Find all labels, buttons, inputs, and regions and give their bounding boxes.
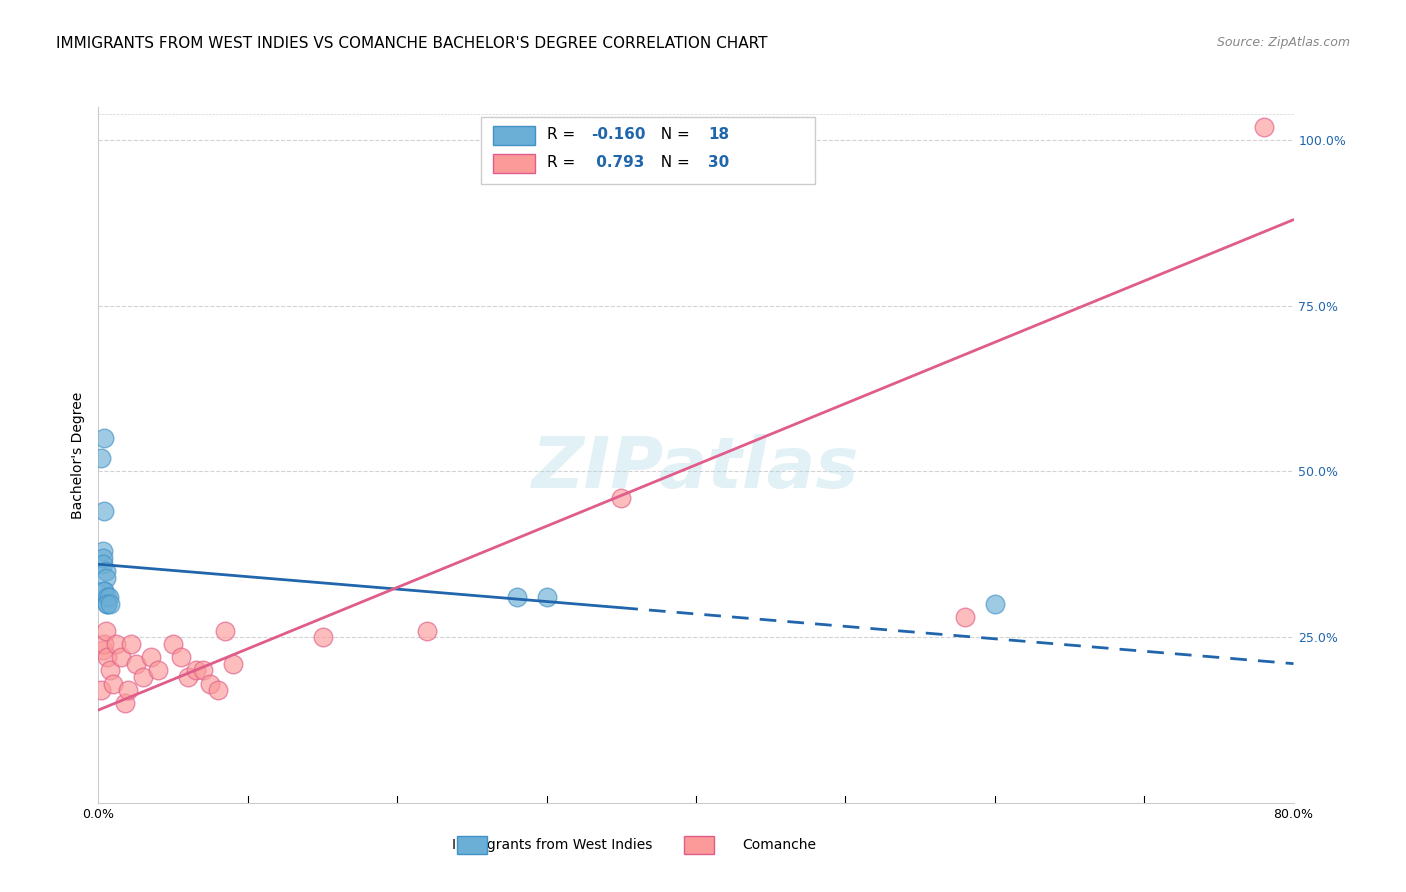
Point bbox=[214, 624, 236, 638]
Text: N =: N = bbox=[651, 155, 695, 170]
Point bbox=[93, 504, 115, 518]
Text: Comanche: Comanche bbox=[742, 838, 817, 852]
Point bbox=[416, 624, 439, 638]
Point bbox=[536, 591, 558, 605]
Point bbox=[103, 676, 125, 690]
Point bbox=[96, 597, 118, 611]
Point bbox=[184, 663, 207, 677]
Point bbox=[91, 550, 114, 565]
Point bbox=[125, 657, 148, 671]
Point bbox=[105, 637, 128, 651]
Point bbox=[90, 683, 112, 698]
Point bbox=[148, 663, 170, 677]
Point bbox=[94, 624, 117, 638]
Point bbox=[222, 657, 245, 671]
Text: Immigrants from West Indies: Immigrants from West Indies bbox=[453, 838, 652, 852]
Text: 0.793: 0.793 bbox=[591, 155, 644, 170]
Text: 18: 18 bbox=[709, 128, 730, 143]
Text: R =: R = bbox=[547, 128, 579, 143]
Text: IMMIGRANTS FROM WEST INDIES VS COMANCHE BACHELOR'S DEGREE CORRELATION CHART: IMMIGRANTS FROM WEST INDIES VS COMANCHE … bbox=[56, 36, 768, 51]
FancyBboxPatch shape bbox=[457, 836, 486, 854]
Y-axis label: Bachelor's Degree: Bachelor's Degree bbox=[70, 392, 84, 518]
Text: Source: ZipAtlas.com: Source: ZipAtlas.com bbox=[1216, 36, 1350, 49]
Point bbox=[117, 683, 139, 698]
Text: N =: N = bbox=[651, 128, 695, 143]
Point bbox=[506, 591, 529, 605]
Point bbox=[139, 650, 162, 665]
FancyBboxPatch shape bbox=[494, 153, 534, 173]
Point bbox=[200, 676, 222, 690]
Point bbox=[96, 591, 118, 605]
Point bbox=[93, 431, 115, 445]
Point bbox=[98, 663, 122, 677]
Point bbox=[120, 637, 142, 651]
FancyBboxPatch shape bbox=[481, 118, 815, 184]
Point bbox=[98, 597, 122, 611]
Point bbox=[110, 650, 132, 665]
Text: R =: R = bbox=[547, 155, 579, 170]
Point bbox=[162, 637, 184, 651]
Point bbox=[94, 564, 117, 578]
Point bbox=[96, 650, 118, 665]
Point bbox=[93, 637, 115, 651]
FancyBboxPatch shape bbox=[685, 836, 714, 854]
Point bbox=[93, 583, 115, 598]
Point bbox=[91, 558, 114, 572]
Point bbox=[1253, 120, 1275, 134]
FancyBboxPatch shape bbox=[494, 126, 534, 145]
Point bbox=[91, 643, 114, 657]
Point bbox=[94, 570, 117, 584]
Point bbox=[97, 591, 120, 605]
Point bbox=[610, 491, 633, 505]
Text: -0.160: -0.160 bbox=[591, 128, 645, 143]
Point bbox=[114, 697, 136, 711]
Point bbox=[90, 451, 112, 466]
Text: ZIPatlas: ZIPatlas bbox=[533, 434, 859, 503]
Point bbox=[953, 610, 976, 624]
Point bbox=[132, 670, 155, 684]
Point bbox=[177, 670, 200, 684]
Point bbox=[169, 650, 191, 665]
Point bbox=[191, 663, 214, 677]
Point bbox=[207, 683, 229, 698]
Point bbox=[91, 544, 114, 558]
Point bbox=[96, 597, 118, 611]
Point bbox=[984, 597, 1007, 611]
Point bbox=[311, 630, 333, 644]
Point bbox=[93, 583, 115, 598]
Text: 30: 30 bbox=[709, 155, 730, 170]
